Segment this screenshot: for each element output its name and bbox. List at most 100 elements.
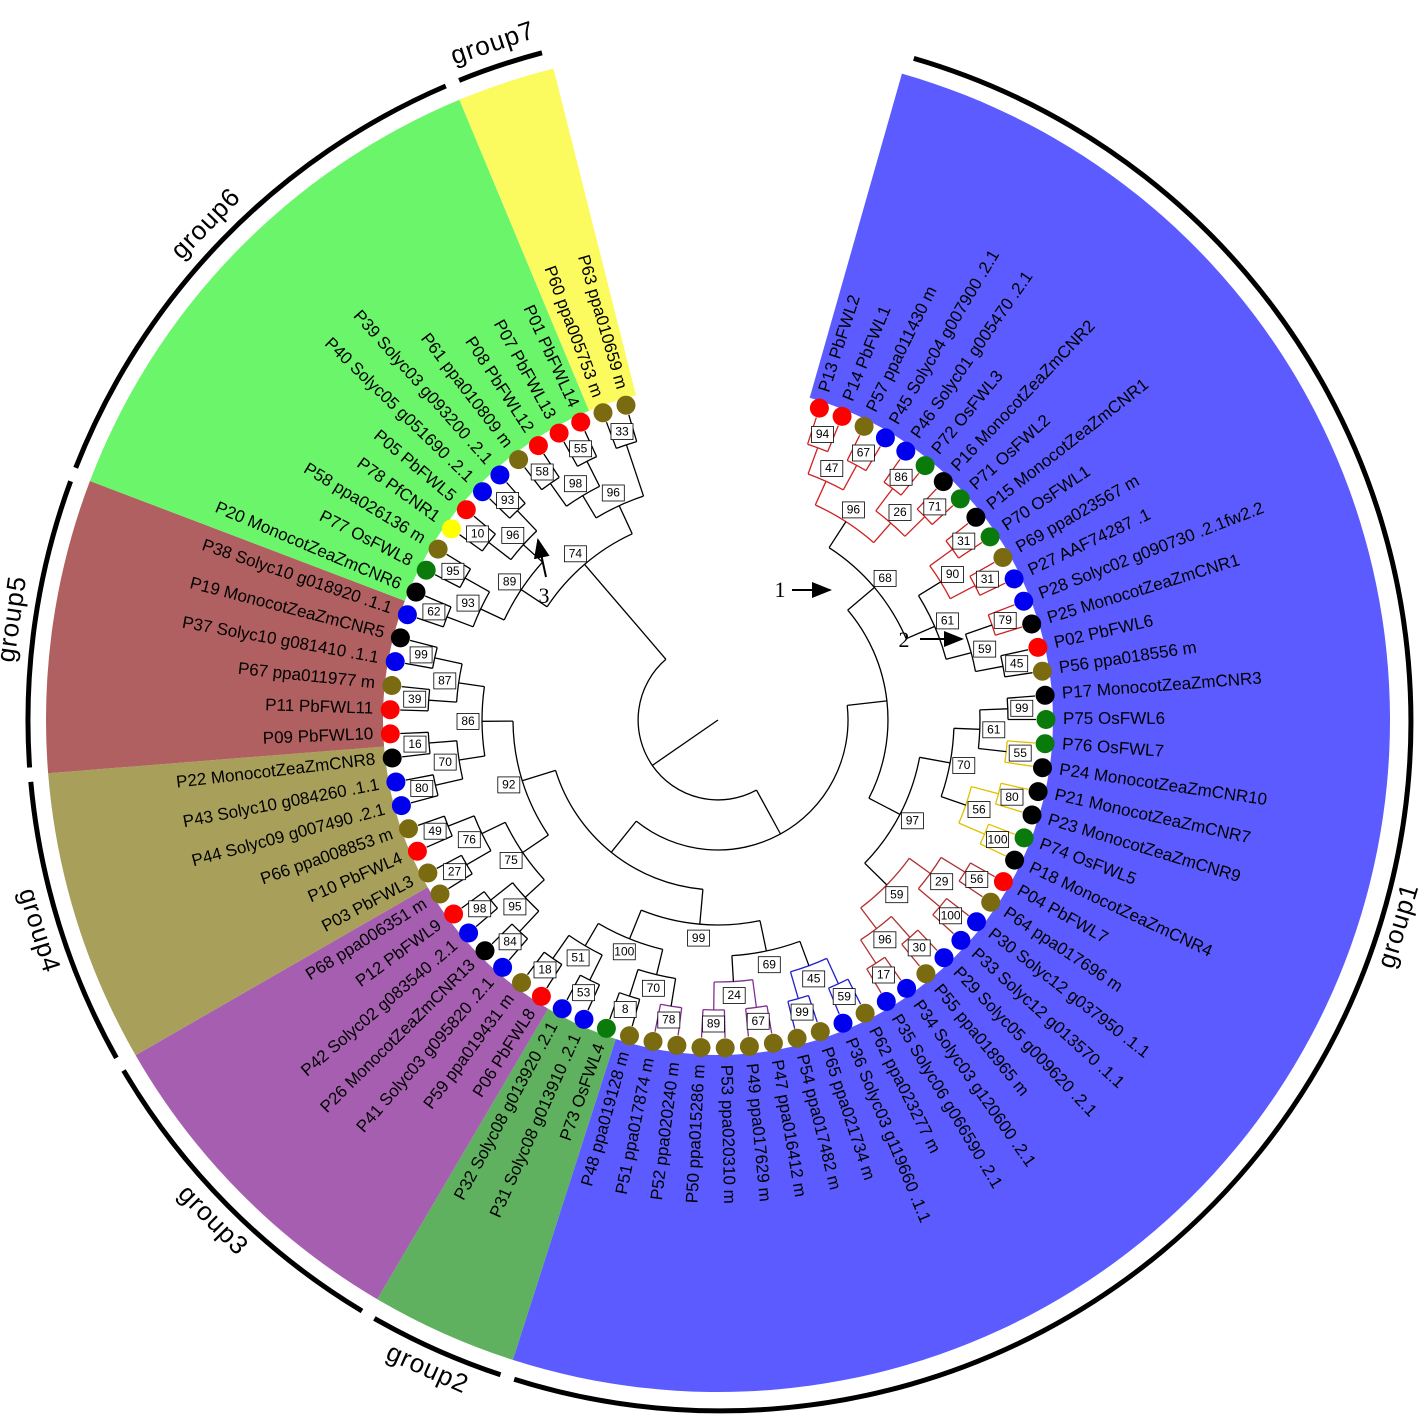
branch-arc bbox=[459, 568, 472, 588]
bootstrap-label: 61 bbox=[936, 612, 959, 630]
bootstrap-label: 31 bbox=[952, 532, 976, 550]
bootstrap-box bbox=[409, 646, 433, 664]
group-arcs bbox=[25, 50, 1414, 1414]
bootstrap-value: 84 bbox=[503, 934, 517, 948]
bootstrap-value: 58 bbox=[536, 465, 550, 479]
branch-arc bbox=[504, 822, 545, 881]
bootstrap-value: 56 bbox=[970, 872, 984, 886]
leaf-dot-26 bbox=[967, 912, 986, 932]
bootstrap-box bbox=[811, 426, 834, 443]
branch-line bbox=[655, 949, 664, 975]
bootstrap-box bbox=[572, 984, 595, 1002]
leaf-dot-75 bbox=[571, 412, 591, 432]
bootstrap-label: 86 bbox=[456, 713, 480, 730]
branch-line bbox=[873, 522, 892, 544]
leaf-label: P11 PbFWL11 bbox=[265, 695, 374, 717]
branch-line bbox=[480, 608, 505, 621]
bootstrap-value: 76 bbox=[463, 832, 477, 846]
branch-line bbox=[860, 939, 877, 964]
arc-group5 bbox=[25, 480, 73, 768]
branch-line bbox=[448, 873, 473, 890]
bootstrap-label: 45 bbox=[1005, 655, 1029, 673]
bootstrap-label: 79 bbox=[993, 612, 1017, 629]
branch-line bbox=[520, 589, 548, 608]
branch-arc bbox=[932, 898, 948, 916]
leaf-dot-37 bbox=[739, 1037, 759, 1056]
branch-line bbox=[1007, 740, 1036, 744]
branch-line bbox=[847, 700, 887, 707]
arc-group3 bbox=[121, 1069, 364, 1314]
branch-arc bbox=[472, 591, 491, 628]
leaf-dot-38 bbox=[715, 1038, 735, 1058]
leaf-dot-15 bbox=[1032, 661, 1052, 681]
bootstrap-label: 74 bbox=[564, 545, 587, 563]
bootstrap-box bbox=[986, 831, 1009, 848]
branch-line bbox=[549, 483, 568, 507]
bootstrap-box bbox=[873, 570, 897, 587]
bootstrap-box bbox=[923, 498, 947, 516]
leaf-dot-71 bbox=[490, 465, 510, 485]
bootstrap-label: 78 bbox=[657, 1011, 681, 1029]
bootstrap-box bbox=[976, 570, 999, 588]
branch-line bbox=[405, 774, 434, 781]
leaf-dot-59 bbox=[380, 724, 400, 744]
branch-line bbox=[417, 815, 445, 827]
branch-line bbox=[958, 880, 983, 898]
branch-arc bbox=[568, 934, 603, 956]
bootstrap-label: 95 bbox=[503, 898, 527, 916]
branch-line bbox=[731, 955, 735, 982]
bootstrap-value: 26 bbox=[893, 505, 907, 519]
leaf-dot-45 bbox=[552, 999, 572, 1019]
bootstrap-box bbox=[907, 939, 931, 957]
branch-arc bbox=[577, 456, 597, 467]
bootstrap-value: 67 bbox=[752, 1014, 766, 1028]
annotation-label-1: 1 bbox=[775, 577, 786, 602]
bootstrap-box bbox=[885, 886, 909, 904]
bootstrap-value: 30 bbox=[913, 941, 927, 955]
branch-line bbox=[945, 522, 969, 542]
leaf-dot-47 bbox=[512, 973, 531, 993]
bootstrap-label: 80 bbox=[410, 780, 434, 797]
leaf-dot-57 bbox=[386, 772, 406, 792]
sector-group4 bbox=[48, 746, 428, 1056]
bootstrap-label: 59 bbox=[885, 886, 909, 904]
branch-line bbox=[458, 682, 485, 688]
bootstrap-value: 31 bbox=[957, 534, 971, 548]
branch-line bbox=[979, 582, 1006, 596]
branch-line bbox=[466, 850, 492, 866]
bootstrap-value: 27 bbox=[448, 864, 462, 878]
bootstrap-box bbox=[403, 735, 427, 753]
group-label-group6: group6 bbox=[164, 181, 246, 264]
branch-line bbox=[979, 708, 1008, 711]
bootstrap-label: 31 bbox=[976, 570, 999, 588]
branch-line bbox=[904, 516, 926, 537]
branch-line bbox=[940, 856, 966, 873]
branch-line bbox=[632, 620, 667, 660]
leaf-dot-58 bbox=[382, 748, 402, 768]
bootstrap-box bbox=[930, 873, 954, 891]
leaf-dot-48 bbox=[493, 957, 513, 977]
branch-line bbox=[953, 727, 980, 730]
bootstrap-box bbox=[456, 594, 480, 612]
bootstrap-value: 99 bbox=[692, 931, 706, 945]
bootstrap-box bbox=[872, 966, 895, 984]
leaf-dot-33 bbox=[833, 1013, 853, 1033]
branch-line bbox=[988, 604, 1015, 616]
branch-line bbox=[522, 769, 556, 782]
branch-line bbox=[400, 709, 429, 712]
bootstrap-value: 69 bbox=[763, 957, 777, 971]
bootstrap-label: 99 bbox=[409, 646, 433, 664]
leaf-dot-27 bbox=[951, 930, 971, 950]
bootstrap-value: 70 bbox=[647, 981, 661, 995]
branch-line bbox=[634, 471, 645, 497]
branch-arc bbox=[916, 508, 933, 525]
branch-arc bbox=[860, 857, 910, 909]
leaf-dot-4 bbox=[896, 441, 916, 461]
bootstrap-label: 93 bbox=[496, 492, 520, 509]
bootstrap-label: 100 bbox=[939, 907, 962, 925]
branch-arc bbox=[958, 862, 971, 882]
leaf-dot-40 bbox=[667, 1035, 687, 1055]
leaf-dot-8 bbox=[966, 507, 986, 527]
branch-line bbox=[752, 979, 758, 1008]
branch-line bbox=[628, 969, 639, 997]
